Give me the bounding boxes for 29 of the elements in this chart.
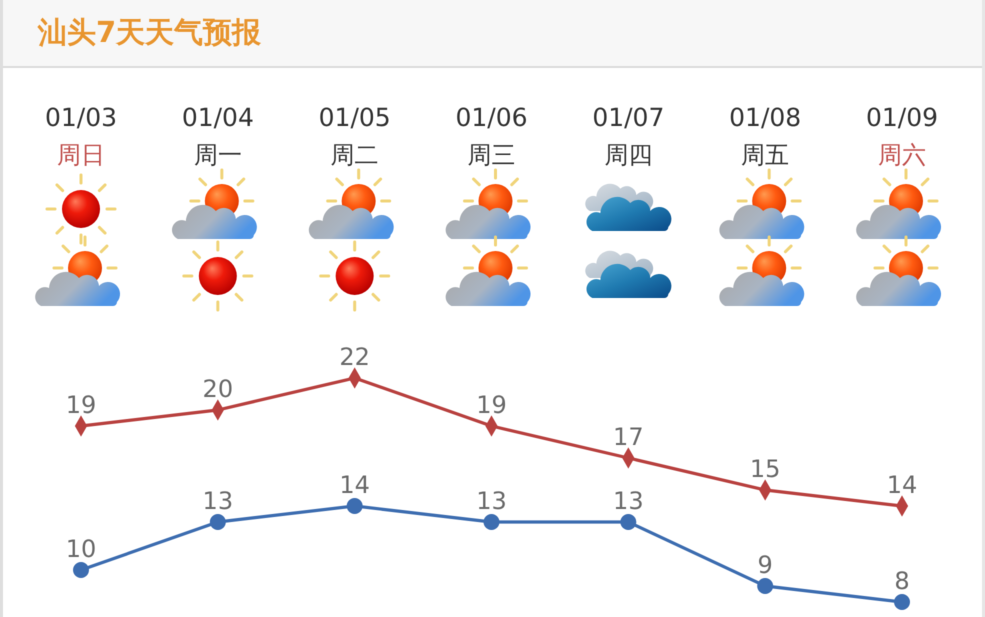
x-tick-label: 01/06 周三 — [455, 103, 528, 169]
data-label: 8 — [894, 567, 910, 595]
point — [484, 514, 500, 530]
data-label: 14 — [886, 471, 918, 499]
data-label: 19 — [66, 391, 96, 419]
point — [210, 514, 226, 530]
data-label: 13 — [613, 487, 644, 515]
data-label: 19 — [476, 391, 507, 419]
x-tick-label: 01/05 周二 — [318, 103, 391, 169]
data-label: 20 — [202, 375, 234, 403]
x-tick-label: 01/07 周四 — [592, 103, 664, 169]
x-tick-label: 01/04 周一 — [182, 103, 254, 169]
data-label: 14 — [339, 471, 370, 499]
data-label: 13 — [202, 487, 234, 515]
chart-title: 汕头7天天气预报 — [37, 15, 262, 49]
data-label: 10 — [66, 535, 96, 563]
data-label: 13 — [476, 487, 507, 515]
point — [73, 562, 89, 578]
data-label: 9 — [758, 551, 773, 579]
data-label: 17 — [613, 423, 644, 451]
data-label: 15 — [750, 455, 780, 483]
point — [346, 498, 363, 514]
point — [620, 514, 636, 530]
x-tick-label: 01/03 周日 — [44, 103, 118, 169]
data-label: 22 — [339, 343, 370, 371]
point — [757, 578, 774, 594]
x-tick-label: 01/08 周五 — [729, 103, 802, 169]
x-tick-label: 01/09 周六 — [866, 103, 938, 169]
point — [894, 594, 910, 610]
